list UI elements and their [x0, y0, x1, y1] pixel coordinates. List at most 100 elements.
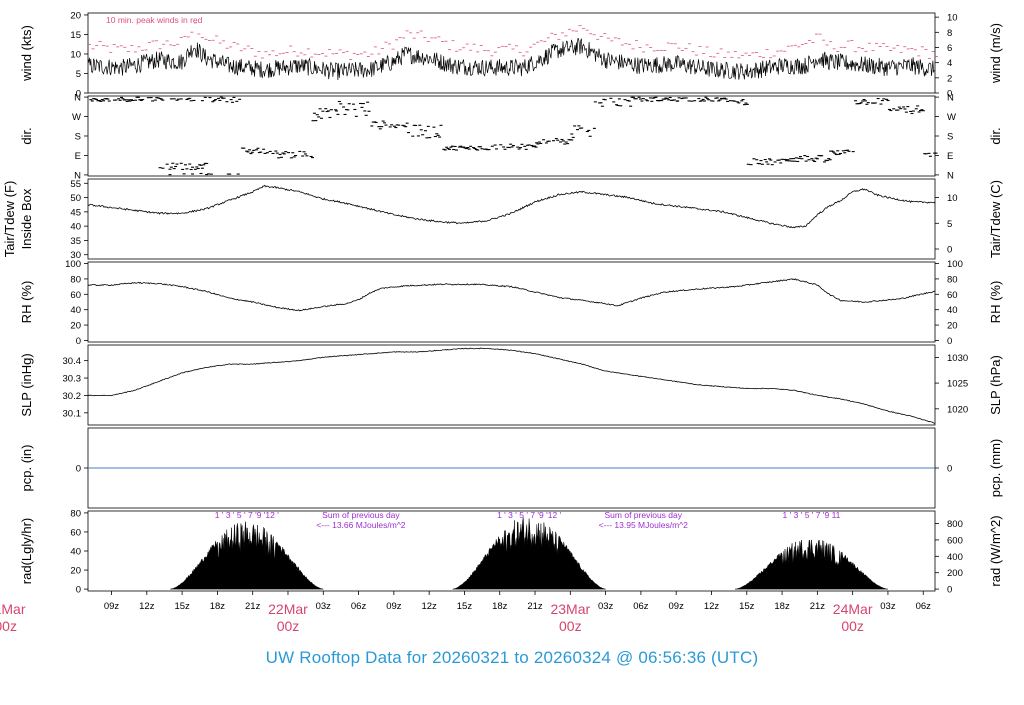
wind-left-tick-label: 5: [76, 69, 81, 80]
wind-ylabel-left: wind (kts): [19, 25, 34, 82]
wind-ylabel-right: wind (m/s): [988, 23, 1003, 84]
rh-ylabel-left: RH (%): [19, 281, 34, 324]
temp-right-tick-label: 10: [947, 193, 958, 204]
dir-ylabel-right: dir.: [988, 127, 1003, 144]
day-label-date: 22Mar: [268, 601, 308, 617]
wind-right-tick-label: 8: [947, 28, 952, 39]
rad-ylabel-right: rad (W/m^2): [988, 515, 1003, 586]
slp-left-tick-label: 30.4: [63, 356, 82, 367]
wind-left-tick-label: 10: [70, 49, 81, 60]
x-tick-label: 18z: [210, 601, 226, 612]
rad-right-tick-label: 200: [947, 568, 963, 579]
day-label-hour: 00z: [841, 618, 864, 634]
rh-left-tick-label: 100: [65, 259, 81, 270]
x-tick-label: 12z: [704, 601, 720, 612]
rad-left-tick-label: 80: [70, 508, 81, 519]
rh-left-tick-label: 20: [70, 321, 81, 332]
slp-right-tick-label: 1030: [947, 353, 968, 364]
rh-ylabel-right: RH (%): [988, 281, 1003, 324]
dir-left-tick-label: E: [75, 151, 81, 162]
day-label-hour: 00z: [0, 618, 17, 634]
x-tick-label: 12z: [139, 601, 155, 612]
wind-left-tick-label: 20: [70, 10, 81, 21]
rh-left-tick-label: 60: [70, 290, 81, 301]
rh-right-tick-label: 0: [947, 336, 952, 347]
rh-left-tick-label: 0: [76, 336, 81, 347]
dir-left-tick-label: W: [72, 112, 81, 123]
rad-daily-sum-caption: Sum of previous day: [322, 510, 400, 520]
temp-ylabel-left: Inside Box: [19, 188, 34, 249]
temp-panel-frame: [87, 178, 936, 260]
rad-day-area: [735, 539, 888, 590]
wind-right-tick-label: 0: [947, 89, 952, 100]
rad-daily-sum-value: <--- 13.95 MJoules/m^2: [599, 520, 689, 530]
slp-left-tick-label: 30.1: [63, 408, 82, 419]
rad-ylabel-left: rad(Lgly/hr): [19, 518, 34, 584]
wind-left-tick-label: 15: [70, 30, 81, 41]
chart-footer-title: UW Rooftop Data for 20260321 to 20260324…: [265, 648, 759, 667]
slp-left-tick-label: 30.2: [63, 391, 82, 402]
x-tick-label: 09z: [104, 601, 120, 612]
wind-right-tick-label: 2: [947, 73, 952, 84]
x-tick-label: 03z: [880, 601, 896, 612]
pcp-right-tick-label: 0: [947, 464, 952, 475]
rh-right-tick-label: 100: [947, 259, 963, 270]
dir-right-tick-label: E: [947, 151, 953, 162]
rh-right-tick-label: 20: [947, 321, 958, 332]
temp-left-tick-label: 55: [70, 179, 81, 190]
x-tick-label: 09z: [669, 601, 685, 612]
slp-panel-frame: [87, 344, 936, 426]
x-tick-label: 18z: [774, 601, 790, 612]
dir-panel-frame: [87, 95, 936, 177]
dir-left-tick-label: N: [74, 170, 81, 181]
x-tick-label: 21z: [810, 601, 826, 612]
slp-line: [87, 347, 936, 424]
rad-right-tick-label: 400: [947, 552, 963, 563]
dir-right-tick-label: S: [947, 132, 953, 143]
rh-left-tick-label: 40: [70, 305, 81, 316]
temp-left-tick-label: 35: [70, 236, 81, 247]
x-tick-label: 06z: [916, 601, 932, 612]
slp-right-tick-label: 1020: [947, 404, 968, 415]
rad-hour-digits: 1 ' 3 ' 5 ' 7 '9 '12 ': [497, 510, 561, 520]
temp-left-tick-label: 50: [70, 193, 81, 204]
dir-left-tick-label: S: [75, 132, 81, 143]
x-tick-label: 03z: [316, 601, 332, 612]
temp-right-tick-label: 5: [947, 219, 952, 230]
day-label-date: 24Mar: [833, 601, 873, 617]
slp-ylabel-right: SLP (hPa): [988, 355, 1003, 415]
temp-ylabel-outer: Tair/Tdew (F): [2, 181, 17, 258]
day-label-date: 23Mar: [550, 601, 590, 617]
rad-left-tick-label: 0: [76, 585, 81, 596]
rh-panel-frame: [87, 261, 936, 343]
temp-right-tick-label: 0: [947, 245, 952, 256]
slp-ylabel-left: SLP (inHg): [19, 353, 34, 416]
pcp-left-tick-label: 0: [76, 464, 81, 475]
x-tick-label: 03z: [598, 601, 614, 612]
x-tick-label: 21z: [527, 601, 543, 612]
wind-mean-line: [87, 38, 935, 81]
temp-line: [87, 184, 936, 229]
rh-right-tick-label: 60: [947, 290, 958, 301]
temp-left-tick-label: 40: [70, 222, 81, 233]
temp-left-tick-label: 30: [70, 250, 81, 261]
rad-day-area: [452, 517, 606, 590]
day-label-hour: 00z: [559, 618, 582, 634]
rad-hour-digits: 1 ' 3 ' 5 ' 7 '9 11: [783, 510, 841, 520]
rh-line: [87, 278, 936, 312]
x-tick-label: 15z: [174, 601, 190, 612]
x-tick-label: 06z: [633, 601, 649, 612]
dir-right-tick-label: N: [947, 93, 954, 104]
rad-day-area: [170, 521, 324, 590]
rad-left-tick-label: 40: [70, 547, 81, 558]
rad-right-tick-label: 0: [947, 585, 952, 596]
rad-daily-sum-caption: Sum of previous day: [605, 510, 683, 520]
wind-left-tick-label: 0: [76, 89, 81, 100]
rh-left-tick-label: 80: [70, 274, 81, 285]
slp-left-tick-label: 30.3: [63, 374, 82, 385]
rh-right-tick-label: 40: [947, 305, 958, 316]
rad-left-tick-label: 20: [70, 566, 81, 577]
rad-daily-sum-value: <--- 13.66 MJoules/m^2: [316, 520, 406, 530]
